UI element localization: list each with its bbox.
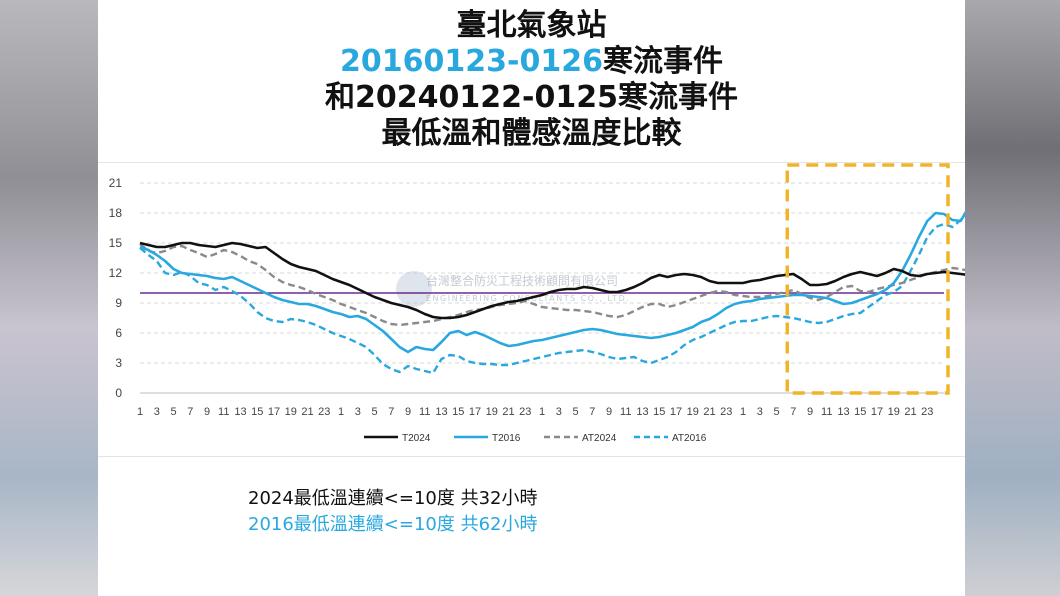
chart-area: 0 3 6 9 12 15 18 21 1 3 5 7 9 11 13 15 17 19 21 23 1 3 5 7 9 11 13… — [98, 162, 965, 457]
note-2016: 2016最低溫連續<=10度 共62小時 — [248, 514, 538, 535]
title-event-label: 寒流事件 — [602, 44, 723, 79]
y-tick-label: 18 — [109, 206, 123, 220]
x-tick-label: 19 — [687, 406, 699, 418]
y-tick-label: 0 — [115, 386, 122, 400]
x-tick-label: 11 — [821, 406, 832, 418]
x-tick-label: 21 — [904, 406, 916, 418]
legend-label-at2016: AT2016 — [672, 433, 707, 444]
x-tick-label: 23 — [921, 406, 933, 418]
y-tick-label: 6 — [115, 326, 122, 340]
note-2024: 2024最低溫連續<=10度 共32小時 — [248, 488, 538, 509]
x-tick-label: 13 — [234, 406, 246, 418]
x-tick-label: 3 — [355, 406, 361, 418]
series-line-at2016 — [139, 211, 965, 375]
x-tick-label: 15 — [653, 406, 665, 418]
slide: 臺北氣象站 20160123-0126寒流事件 和20240122-0125寒流… — [98, 0, 965, 596]
x-tick-label: 15 — [854, 406, 866, 418]
legend-label-t2016: T2016 — [492, 433, 521, 444]
x-tick-label: 21 — [301, 406, 313, 418]
title-date-2016: 20160123-0126 — [340, 44, 603, 79]
x-tick-label: 23 — [720, 406, 732, 418]
x-tick-label: 19 — [888, 406, 900, 418]
x-tick-label: 7 — [388, 406, 394, 418]
x-tick-label: 1 — [740, 406, 746, 418]
background-right — [965, 0, 1060, 596]
x-tick-label: 15 — [251, 406, 263, 418]
x-tick-label: 9 — [807, 406, 813, 418]
y-tick-label: 9 — [115, 296, 122, 310]
x-tick-label: 1 — [137, 406, 143, 418]
x-tick-label: 9 — [204, 406, 210, 418]
x-tick-label: 5 — [572, 406, 578, 418]
x-tick-label: 17 — [670, 406, 682, 418]
x-tick-label: 23 — [519, 406, 531, 418]
x-tick-label: 7 — [589, 406, 595, 418]
x-tick-label: 1 — [539, 406, 545, 418]
title-station: 臺北氣象站 — [456, 8, 607, 43]
legend-label-t2024: T2024 — [402, 433, 431, 444]
x-tick-label: 11 — [419, 406, 430, 418]
x-tick-label: 7 — [187, 406, 193, 418]
x-tick-label: 11 — [620, 406, 631, 418]
y-tick-label: 21 — [109, 176, 123, 190]
x-tick-label: 9 — [606, 406, 612, 418]
x-tick-label: 13 — [837, 406, 849, 418]
x-tick-label: 19 — [285, 406, 297, 418]
x-tick-label: 1 — [338, 406, 344, 418]
watermark-logo — [396, 271, 432, 307]
x-tick-label: 13 — [435, 406, 447, 418]
x-tick-label: 3 — [757, 406, 763, 418]
x-tick-label: 3 — [556, 406, 562, 418]
x-tick-label: 23 — [318, 406, 330, 418]
y-tick-label: 15 — [109, 236, 123, 250]
x-tick-label: 15 — [452, 406, 464, 418]
x-tick-label: 5 — [773, 406, 779, 418]
x-tick-label: 13 — [636, 406, 648, 418]
title-event-2024: 和20240122-0125寒流事件 — [325, 80, 738, 115]
x-tick-label: 19 — [486, 406, 498, 418]
x-tick-label: 11 — [218, 406, 229, 418]
x-tick-label: 5 — [371, 406, 377, 418]
x-tick-label: 3 — [154, 406, 160, 418]
series-line-t2024 — [139, 241, 965, 320]
x-tick-label: 9 — [405, 406, 411, 418]
x-tick-label: 17 — [469, 406, 481, 418]
series-line-t2016 — [139, 211, 965, 354]
background-left — [0, 0, 98, 596]
title-comparison: 最低溫和體感溫度比較 — [381, 116, 682, 151]
y-tick-label: 3 — [115, 356, 122, 370]
title-event-2016: 20160123-0126寒流事件 — [98, 44, 965, 80]
x-tick-label: 5 — [170, 406, 176, 418]
legend-label-at2024: AT2024 — [582, 433, 617, 444]
x-tick-label: 17 — [871, 406, 883, 418]
series-line-at2024 — [139, 243, 965, 327]
x-tick-label: 17 — [268, 406, 280, 418]
highlight-box — [785, 163, 950, 395]
watermark-name: 台灣整合防災工程技術顧問有限公司 — [426, 273, 618, 288]
x-tick-label: 7 — [790, 406, 796, 418]
x-tick-label: 21 — [502, 406, 514, 418]
y-tick-label: 12 — [109, 266, 123, 280]
x-tick-label: 21 — [703, 406, 715, 418]
